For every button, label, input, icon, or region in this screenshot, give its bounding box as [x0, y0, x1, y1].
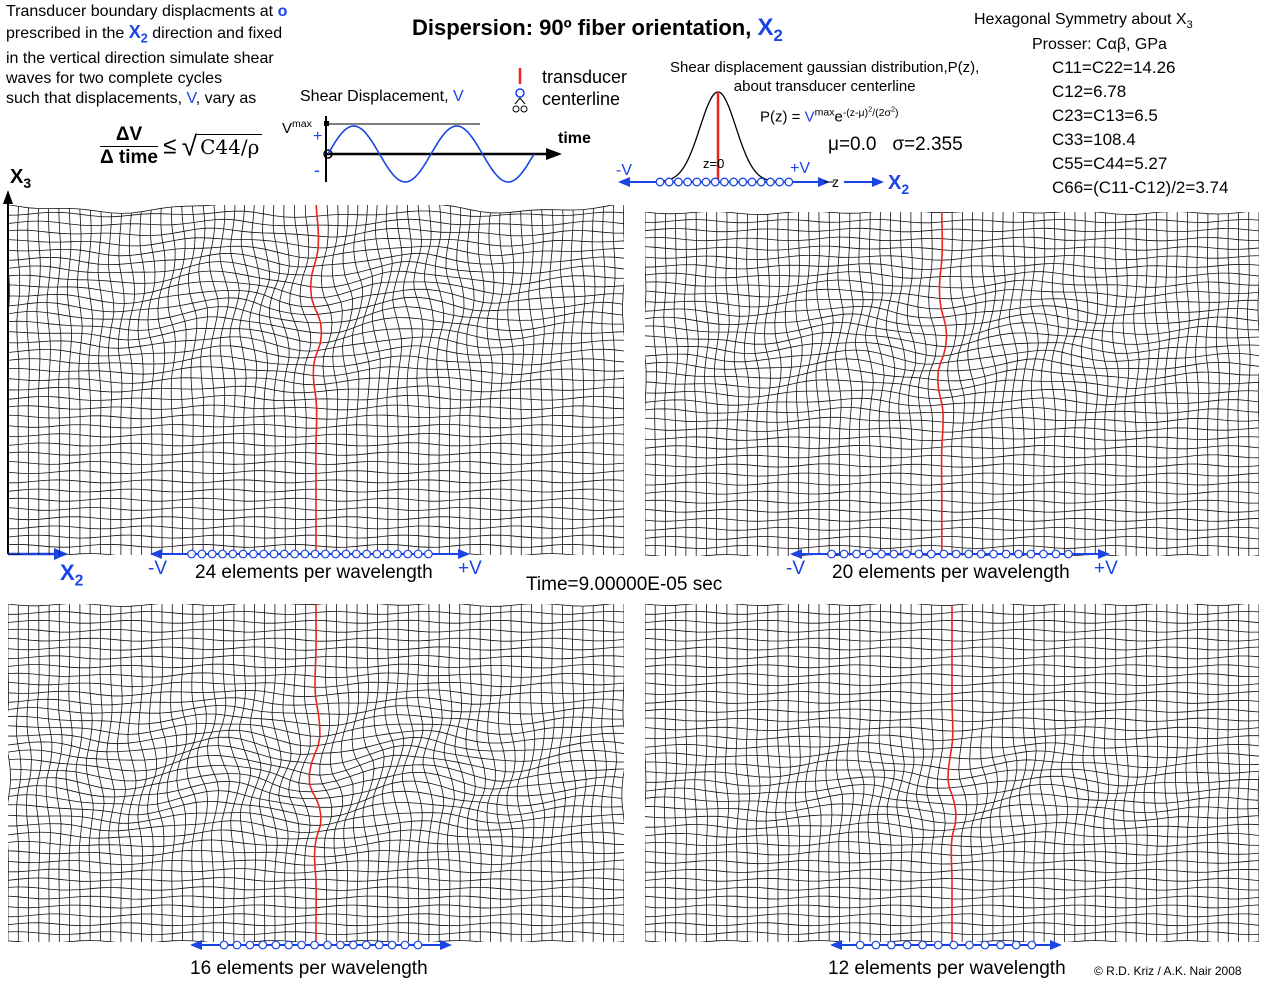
page-title: Dispersion: 90º fiber orientation, X2 [412, 14, 783, 46]
mesh-panel-20-elements [645, 212, 1259, 556]
legend-text: transducer centerline [542, 67, 628, 109]
mesh-panel-12-elements [645, 604, 1259, 942]
mesh-panel-24-elements [8, 205, 624, 555]
panel-label-br: 12 elements per wavelength [828, 958, 1066, 979]
material-props: Hexagonal Symmetry about X3 Prosser: Cαβ… [974, 11, 1229, 198]
shear-plus: + [313, 128, 323, 145]
mesh-panel-16-elements [8, 604, 624, 942]
time-axis-label: time [558, 130, 591, 147]
transducer-tr [790, 549, 1110, 559]
panel-label-tl: 24 elements per wavelength [195, 562, 433, 583]
tr-minus-v: -V [786, 558, 805, 579]
tl-minus-v: -V [148, 558, 167, 579]
vmax-label: Vmax [282, 118, 312, 137]
x3-axis-label: X3 [10, 166, 32, 191]
gauss-params: μ=0.0 σ=2.355 [828, 134, 963, 155]
shear-minus: - [314, 160, 320, 180]
gauss-z-label: z [832, 174, 839, 190]
x2-axis-label: X2 [60, 560, 84, 590]
transducer-tl [150, 549, 470, 559]
stability-formula: ΔV Δ time ≤ √ C44/ρ [100, 124, 263, 169]
transducer-br [830, 940, 1062, 950]
gauss-caption: Shear displacement gaussian distribution… [670, 59, 980, 95]
gauss-x2-label: X2 [888, 172, 910, 197]
gaussian-plot [618, 91, 884, 187]
gauss-plus-v: +V [790, 160, 811, 177]
intro-text: Transducer boundary displacments at o pr… [6, 3, 288, 107]
title-text: Dispersion: 90º fiber orientation, [412, 15, 752, 40]
shear-wave-plot [323, 116, 562, 183]
z0-label: z=0 [703, 156, 725, 171]
credit: © R.D. Kriz / A.K. Nair 2008 [1094, 964, 1242, 978]
panel-label-tr: 20 elements per wavelength [832, 562, 1070, 583]
tr-plus-v: +V [1094, 558, 1118, 579]
gauss-formula: P(z) = Vmaxe-(z-μ)2/(2σ2) [760, 104, 899, 126]
tl-plus-v: +V [458, 558, 482, 579]
time-label: Time=9.00000E-05 sec [526, 574, 723, 595]
panel-label-bl: 16 elements per wavelength [190, 958, 428, 979]
gauss-minus-v: -V [616, 162, 632, 179]
transducer-bl [190, 940, 452, 950]
shear-plot-title: Shear Displacement, V [300, 88, 464, 105]
transducer-legend-symbol [512, 68, 528, 113]
title-axis: X2 [757, 14, 783, 45]
